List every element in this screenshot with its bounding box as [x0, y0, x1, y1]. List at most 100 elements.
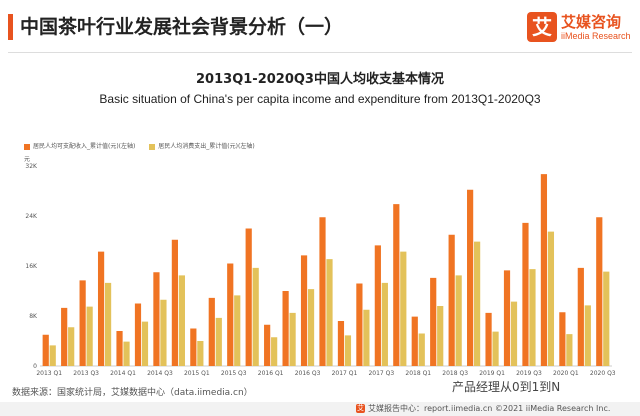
bar-expenditure-10: [234, 295, 241, 366]
y-tick-label-0: 0: [33, 363, 37, 370]
bar-income-10: [227, 263, 234, 366]
bar-income-22: [448, 234, 455, 366]
x-tick-label-10: 2018 Q1: [405, 370, 431, 377]
bar-expenditure-11: [252, 267, 259, 366]
bar-income-19: [393, 204, 400, 366]
x-tick-label-0: 2013 Q1: [36, 370, 62, 377]
bar-expenditure-27: [547, 231, 555, 366]
y-tick-label-2: 16K: [25, 263, 38, 270]
bar-expenditure-3: [104, 282, 112, 366]
bar-income-25: [503, 270, 511, 366]
bar-income-18: [374, 245, 381, 366]
bar-income-23: [467, 189, 474, 366]
x-tick-label-11: 2018 Q3: [442, 370, 468, 377]
bar-income-16: [337, 321, 345, 366]
legend-item-expenditure: 居民人均消费支出_累计值(元)(左轴): [149, 141, 255, 150]
page-title: 中国茶叶行业发展社会背景分析（一）: [20, 16, 344, 38]
bar-expenditure-28: [566, 334, 573, 366]
bar-income-27: [540, 174, 548, 366]
bar-income-6: [153, 272, 160, 366]
bar-expenditure-12: [271, 337, 278, 366]
bar-income-5: [134, 303, 142, 366]
x-tick-label-3: 2014 Q3: [147, 370, 173, 377]
bar-expenditure-6: [160, 299, 167, 366]
x-tick-label-7: 2016 Q3: [295, 370, 321, 377]
x-tick-label-15: 2020 Q3: [590, 370, 616, 377]
x-tick-label-1: 2013 Q3: [73, 370, 99, 377]
legend-swatch-expenditure: [149, 143, 156, 150]
wechat-watermark: 产品经理从0到1到N: [452, 380, 561, 394]
bar-expenditure-1: [68, 327, 75, 366]
bar-expenditure-16: [344, 335, 352, 366]
bar-income-20: [411, 316, 418, 366]
bar-income-29: [577, 267, 584, 366]
bar-expenditure-5: [141, 321, 149, 366]
bar-income-3: [97, 251, 105, 366]
bar-income-21: [430, 277, 437, 366]
title-accent-bar: [8, 14, 13, 40]
bar-expenditure-24: [492, 331, 499, 366]
bar-income-0: [42, 334, 49, 366]
iimedia-logo: 艾 艾媒咨询 iiMedia Research: [527, 10, 637, 48]
bar-income-8: [190, 328, 197, 366]
bar-income-14: [300, 255, 308, 366]
bar-expenditure-30: [603, 271, 610, 366]
bar-income-15: [319, 217, 326, 366]
bar-income-2: [79, 280, 86, 366]
bar-income-24: [485, 312, 492, 366]
bar-expenditure-15: [326, 259, 333, 366]
bar-income-1: [61, 307, 68, 366]
bar-expenditure-7: [178, 275, 185, 366]
bar-income-13: [282, 291, 289, 366]
bar-income-17: [356, 283, 363, 366]
bar-expenditure-4: [123, 341, 130, 366]
x-tick-label-8: 2017 Q1: [332, 370, 358, 377]
bar-expenditure-2: [86, 306, 93, 366]
bar-income-28: [559, 312, 566, 366]
bar-expenditure-22: [455, 275, 462, 366]
footer-report: 艾艾媒报告中心：report.iimedia.cn ©2021 iiMedia …: [356, 402, 610, 416]
bar-expenditure-0: [49, 345, 56, 366]
bar-income-11: [245, 228, 252, 366]
bar-expenditure-13: [289, 312, 296, 366]
footer-bar: 艾艾媒报告中心：report.iimedia.cn ©2021 iiMedia …: [0, 402, 640, 416]
y-tick-label-4: 32K: [25, 163, 38, 170]
data-source: 数据来源：国家统计局，艾媒数据中心（data.iimedia.cn）: [12, 388, 253, 398]
bar-expenditure-26: [529, 269, 536, 366]
bar-expenditure-23: [474, 241, 481, 366]
bar-expenditure-18: [381, 282, 388, 366]
bar-expenditure-29: [584, 305, 591, 366]
x-tick-label-9: 2017 Q3: [368, 370, 394, 377]
bar-income-30: [596, 217, 603, 366]
bar-income-12: [264, 324, 271, 366]
bar-expenditure-19: [400, 251, 407, 366]
x-tick-label-2: 2014 Q1: [110, 370, 136, 377]
legend-label-income: 居民人均可支配收入_累计值(元)(左轴): [33, 143, 136, 150]
chart-subtitle: Basic situation of China's per capita in…: [99, 92, 541, 106]
y-tick-label-1: 8K: [29, 313, 38, 320]
bar-expenditure-8: [197, 341, 204, 366]
footer-report-text: 艾媒报告中心：report.iimedia.cn ©2021 iiMedia R…: [368, 404, 611, 413]
logo-cn-text: 艾媒咨询: [561, 13, 622, 31]
bar-expenditure-20: [418, 333, 425, 366]
bar-income-26: [522, 222, 529, 366]
footer-logo-icon: 艾: [356, 404, 365, 413]
logo-en-text: iiMedia Research: [561, 31, 631, 41]
bar-expenditure-21: [437, 306, 444, 366]
x-tick-label-14: 2020 Q1: [553, 370, 579, 377]
bar-expenditure-17: [363, 309, 370, 366]
bar-income-9: [208, 297, 215, 366]
x-tick-label-12: 2019 Q1: [479, 370, 505, 377]
x-tick-label-5: 2015 Q3: [221, 370, 247, 377]
bar-income-4: [116, 331, 123, 366]
y-tick-label-3: 24K: [25, 213, 38, 220]
logo-mark-icon: 艾: [527, 12, 557, 42]
x-tick-label-13: 2019 Q3: [516, 370, 542, 377]
x-tick-label-4: 2015 Q1: [184, 370, 210, 377]
legend-item-income: 居民人均可支配收入_累计值(元)(左轴): [24, 141, 135, 150]
chart-legend: 居民人均可支配收入_累计值(元)(左轴) 居民人均消费支出_累计值(元)(左轴): [24, 141, 267, 150]
bar-expenditure-14: [307, 289, 315, 366]
bar-expenditure-25: [510, 301, 518, 366]
chart-title: 2013Q1-2020Q3中国人均收支基本情况: [196, 72, 444, 87]
